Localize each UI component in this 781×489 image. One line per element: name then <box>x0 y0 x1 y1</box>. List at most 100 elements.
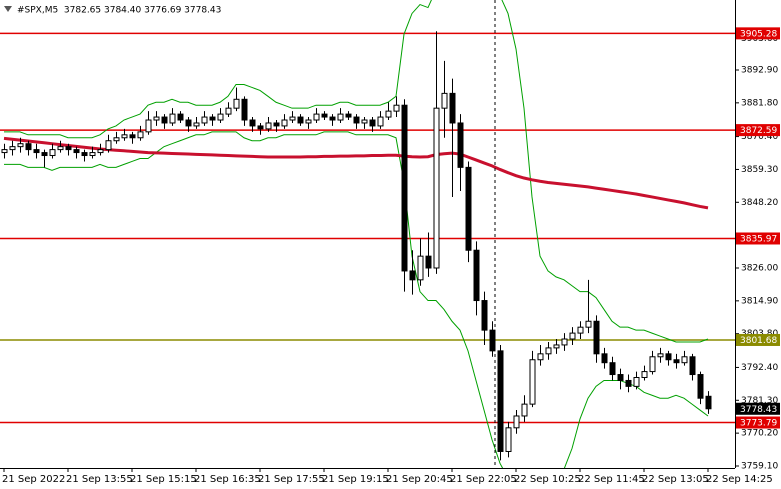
candle-body <box>577 326 584 334</box>
axes: 3759.103770.203781.303792.403803.803814.… <box>2 27 780 485</box>
candle-body <box>193 122 200 127</box>
price-box <box>736 402 780 415</box>
candle-body <box>313 113 320 121</box>
candle-body <box>689 356 696 376</box>
candle-body <box>97 149 104 154</box>
x-tick-label: 21 Sep 22:05 <box>450 474 517 485</box>
chart-title: #SPX,M5 3782.65 3784.40 3776.69 3778.43 <box>17 6 221 16</box>
candle-body <box>553 344 560 349</box>
candle-body <box>513 415 520 429</box>
price-box-label: 3778.43 <box>740 405 777 415</box>
x-tick-label: 21 Sep 17:55 <box>258 474 325 485</box>
y-tick-label: 3870.40 <box>741 132 778 142</box>
y-tick-label: 3814.90 <box>741 296 778 306</box>
price-box-label: 3773.79 <box>740 419 777 429</box>
candle-body <box>609 362 616 376</box>
candle-body <box>585 320 592 328</box>
y-tick-label: 3881.80 <box>741 98 778 108</box>
candle-body <box>217 113 224 121</box>
candle-body <box>465 166 472 251</box>
candle-body <box>153 116 160 121</box>
x-tick-label: 22 Sep 10:25 <box>514 474 581 485</box>
candle-body <box>265 122 272 130</box>
candle-body <box>497 350 504 452</box>
candle-body <box>657 353 664 358</box>
candle-body <box>409 270 416 281</box>
candle-body <box>201 116 208 124</box>
y-tick-label: 3759.10 <box>741 461 778 471</box>
candle-body <box>121 134 128 139</box>
candle-body <box>681 356 688 364</box>
price-box <box>736 232 780 245</box>
candle-body <box>225 107 232 115</box>
candle-body <box>361 119 368 124</box>
candle-body <box>641 371 648 378</box>
candle-body <box>505 427 512 452</box>
candle-body <box>145 119 152 133</box>
candle-body <box>233 98 240 109</box>
candle-body <box>401 104 408 272</box>
y-tick-label: 3848.20 <box>741 198 778 208</box>
candle-body <box>89 152 96 157</box>
candle-body <box>697 374 704 399</box>
candle-body <box>321 113 328 118</box>
candle-body <box>273 122 280 127</box>
indicator-line <box>3 136 709 210</box>
candle-body <box>601 353 608 364</box>
candle-body <box>209 116 216 121</box>
candle-body <box>625 379 632 387</box>
y-tick-label: 3792.40 <box>741 363 778 373</box>
candle-body <box>569 332 576 340</box>
y-tick-label: 3781.30 <box>741 396 778 406</box>
candle-body <box>385 110 392 118</box>
candle-body <box>593 320 600 355</box>
candle-body <box>545 347 552 355</box>
candle-body <box>177 113 184 121</box>
candle-body <box>65 146 72 151</box>
candle-body <box>337 113 344 121</box>
candle-body <box>369 119 376 127</box>
candle-body <box>529 359 536 405</box>
candle-body <box>489 329 496 352</box>
candle-body <box>633 376 640 387</box>
candle-body <box>441 92 448 109</box>
candle-body <box>105 140 112 151</box>
candle-body <box>9 146 16 151</box>
price-box <box>736 124 780 137</box>
candle-body <box>345 113 352 118</box>
candle-body <box>481 300 488 331</box>
candle-body <box>449 92 456 124</box>
candle-body <box>169 113 176 124</box>
x-tick-label: 22 Sep 14:25 <box>706 474 773 485</box>
candle-body <box>537 353 544 361</box>
x-tick-label: 21 Sep 20:45 <box>386 474 453 485</box>
candle-body <box>137 131 144 139</box>
candle-body <box>161 116 168 124</box>
candle-body <box>649 356 656 373</box>
candle-body <box>329 116 336 121</box>
x-tick-label: 22 Sep 11:45 <box>578 474 645 485</box>
price-box <box>736 416 780 429</box>
candle-body <box>249 119 256 127</box>
candle-body <box>281 119 288 127</box>
candle-body <box>353 116 360 124</box>
candle-body <box>705 395 712 410</box>
candle-body <box>425 255 432 269</box>
y-tick-label: 3859.30 <box>741 165 778 175</box>
y-tick-label: 3892.90 <box>741 65 778 75</box>
price-box <box>736 333 780 346</box>
candle-body <box>289 116 296 121</box>
candle-body <box>257 125 264 130</box>
plot-area <box>0 0 735 468</box>
candle-body <box>25 143 32 151</box>
y-tick-label: 3826.00 <box>741 263 778 273</box>
candle-body <box>377 116 384 127</box>
price-box-label: 3801.68 <box>740 336 777 346</box>
candle-body <box>561 338 568 346</box>
candle-body <box>665 353 672 361</box>
indicator-line <box>4 0 709 343</box>
candle-body <box>305 119 312 124</box>
candle-body <box>673 359 680 364</box>
